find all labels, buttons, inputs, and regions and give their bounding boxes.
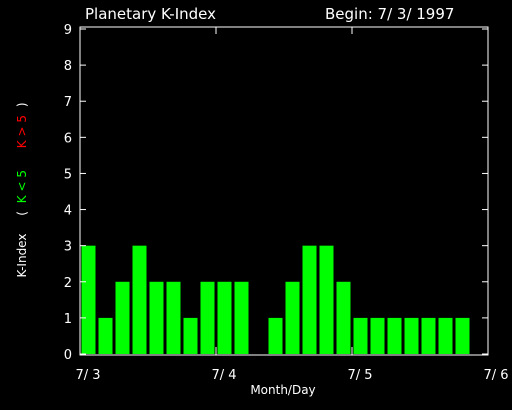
bar — [370, 317, 385, 354]
x-tick-label: 7/ 4 — [211, 368, 236, 383]
bar — [234, 281, 249, 354]
y-axis-title-low: K < 5 — [15, 170, 29, 203]
bar — [302, 245, 317, 354]
bar — [217, 281, 232, 354]
bar — [149, 281, 164, 354]
bar — [166, 281, 181, 354]
chart-subtitle: Begin: 7/ 3/ 1997 — [325, 5, 454, 23]
bar — [319, 245, 334, 354]
y-tick-label: 4 — [64, 204, 72, 219]
y-tick-label: 6 — [64, 131, 72, 146]
bar — [336, 281, 351, 354]
bar — [285, 281, 300, 354]
y-axis-title: K-Index ( K < 5 K > 5 ) — [15, 102, 29, 277]
y-axis-title-close: ) — [15, 102, 29, 107]
bar — [455, 317, 470, 354]
y-tick-label: 8 — [64, 59, 72, 74]
y-tick-label: 5 — [64, 167, 72, 182]
y-tick-label: 9 — [64, 23, 72, 38]
bar — [81, 245, 96, 354]
bar — [200, 281, 215, 354]
bar — [353, 317, 368, 354]
y-tick-label: 1 — [64, 312, 72, 327]
y-axis-title-open: ( — [15, 211, 29, 216]
bar — [132, 245, 147, 354]
y-axis-title-main: K-Index — [15, 234, 29, 278]
bar — [183, 317, 198, 354]
x-axis-title: Month/Day — [250, 383, 315, 397]
bar — [268, 317, 283, 354]
y-tick-label: 7 — [64, 95, 72, 110]
chart-title: Planetary K-Index — [85, 5, 216, 23]
x-tick-label: 7/ 5 — [347, 368, 372, 383]
bar — [387, 317, 402, 354]
bar — [404, 317, 419, 354]
y-axis-title-high: K > 5 — [15, 115, 29, 148]
x-tick-label: 7/ 3 — [75, 368, 100, 383]
bar — [98, 317, 113, 354]
bar — [115, 281, 130, 354]
bar — [421, 317, 436, 354]
y-tick-label: 3 — [64, 240, 72, 255]
y-tick-label: 2 — [64, 276, 72, 291]
bar — [438, 317, 453, 354]
y-tick-label: 0 — [64, 348, 72, 363]
x-tick-label: 7/ 6 — [483, 368, 508, 383]
